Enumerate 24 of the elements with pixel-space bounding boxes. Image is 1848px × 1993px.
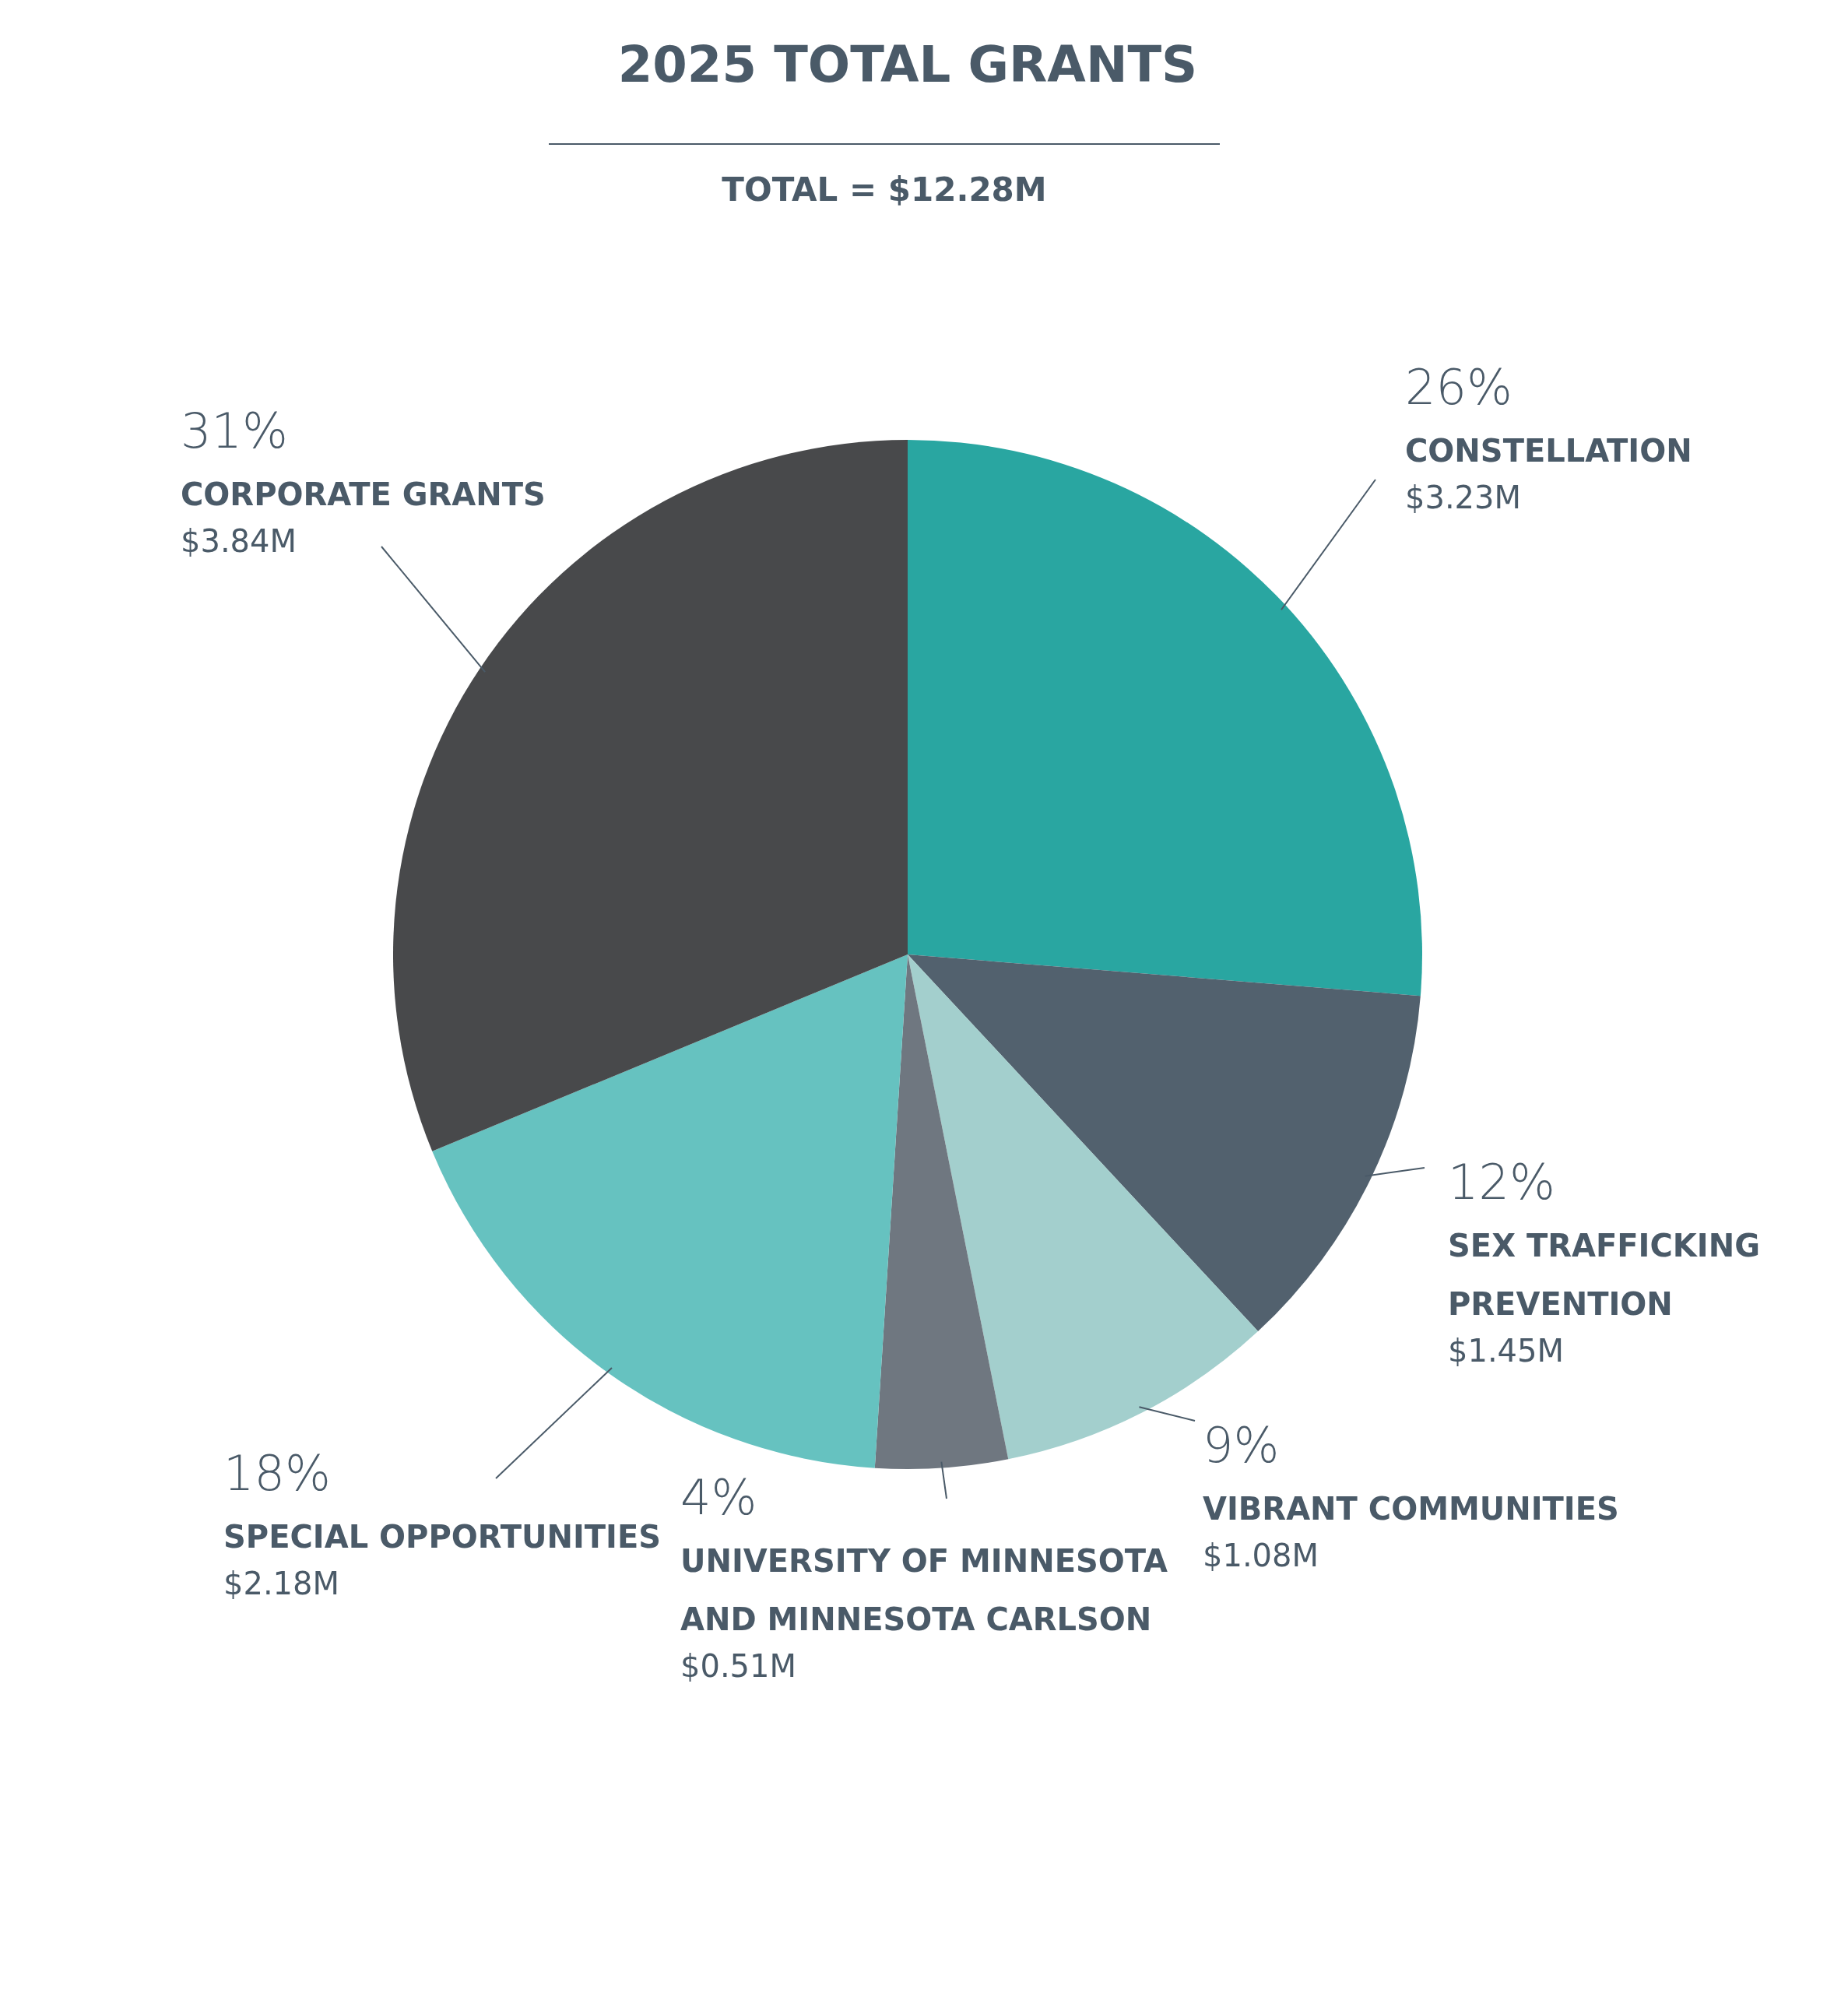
pie-slice (908, 954, 1421, 1332)
pie-slice (393, 440, 908, 1151)
data-label: $3.23M (1405, 480, 1522, 515)
chart-subtitle: TOTAL = $12.28M (722, 170, 1047, 209)
slice-label: CORPORATE GRANTS (181, 476, 546, 512)
text: 31% (181, 402, 288, 459)
text: 9% (1203, 1417, 1280, 1474)
slice-label: CONSTELLATION (1405, 433, 1692, 469)
data-label: $0.51M (680, 1648, 797, 1684)
slice-label: VIBRANT COMMUNITIES (1203, 1491, 1619, 1527)
pie-slice (432, 954, 908, 1468)
slice-label: SEX TRAFFICKING PREVENTION (1448, 1228, 1761, 1322)
text: 18% (223, 1445, 331, 1502)
slice-label: UNIVERSITY OF MINNESOTA AND MINNESOTA CARLSON (680, 1543, 1168, 1637)
chart-title: 2025 TOTAL GRANTS (617, 36, 1198, 93)
text: 26% (1405, 359, 1512, 416)
slice-label: SPECIAL OPPORTUNITIES (223, 1519, 662, 1555)
data-label: $1.45M (1448, 1333, 1565, 1369)
data-label: $1.08M (1203, 1538, 1319, 1573)
data-label: $3.84M (181, 523, 297, 559)
pie-slice (874, 954, 1009, 1469)
text: 12% (1448, 1154, 1555, 1211)
data-label: $2.18M (223, 1566, 340, 1601)
text: 4% (680, 1469, 757, 1526)
